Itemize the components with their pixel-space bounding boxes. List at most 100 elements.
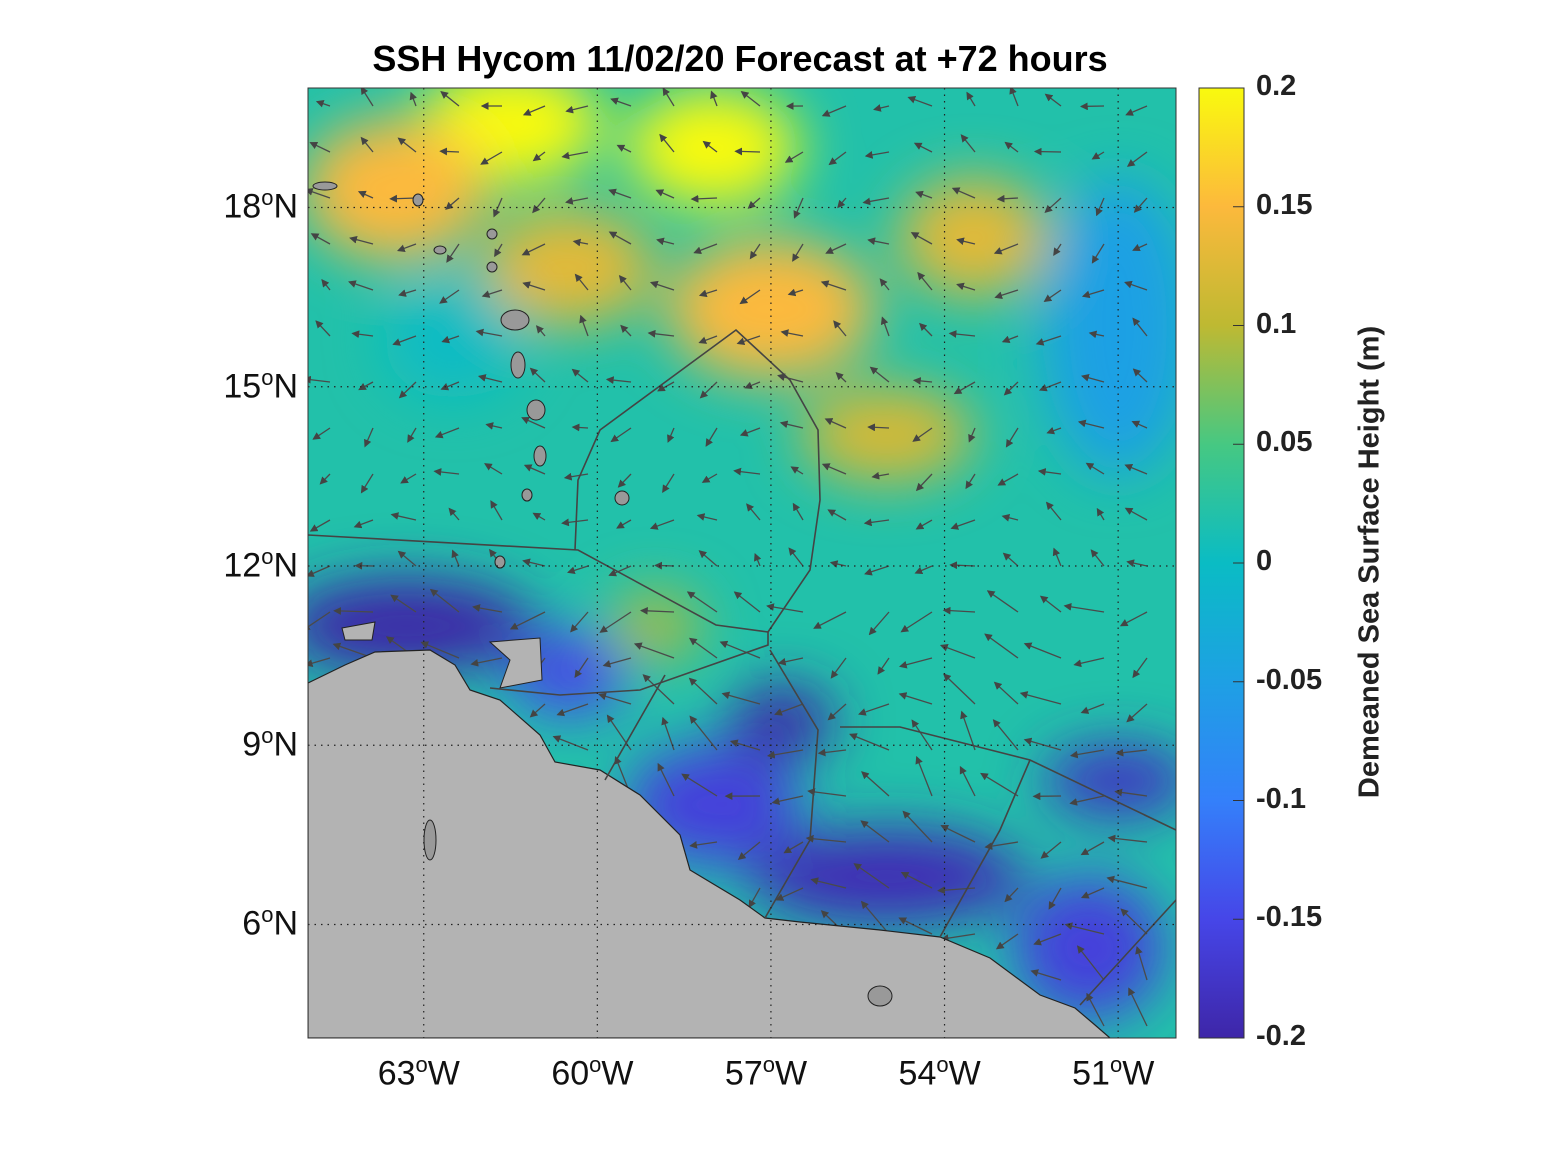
current-arrow (1053, 243, 1062, 256)
current-arrow (532, 151, 546, 162)
current-arrow (766, 603, 804, 613)
current-arrow (939, 644, 976, 659)
current-arrow (1069, 795, 1105, 806)
current-arrow (579, 314, 589, 337)
current-arrow (315, 320, 331, 337)
current-arrow (570, 611, 589, 633)
current-arrow (828, 151, 847, 166)
current-arrow (956, 237, 976, 246)
current-arrow (980, 772, 1019, 797)
current-arrow (698, 550, 718, 567)
current-arrow (902, 810, 933, 843)
current-arrow (1033, 933, 1062, 946)
y-tick-label: 18oN (223, 185, 298, 226)
current-arrow (792, 243, 804, 262)
current-arrow (657, 762, 675, 797)
current-arrow (995, 933, 1019, 950)
colorbar-tick-label: -0.15 (1256, 901, 1323, 934)
current-arrow (953, 381, 976, 395)
current-arrow (529, 367, 546, 383)
current-arrow (943, 673, 976, 705)
current-arrow (744, 381, 761, 390)
current-arrow (1043, 289, 1062, 303)
current-arrow (739, 427, 761, 437)
current-arrow (390, 594, 417, 613)
current-arrow (620, 324, 632, 337)
current-arrow (1124, 280, 1148, 291)
current-arrow (900, 872, 933, 889)
current-arrow (869, 366, 890, 383)
current-arrow (599, 611, 632, 633)
current-arrow (871, 471, 890, 480)
current-arrow (900, 611, 933, 633)
current-arrow (1077, 419, 1105, 429)
current-arrow (696, 513, 718, 521)
current-arrow (793, 197, 804, 219)
current-arrow (863, 518, 890, 527)
current-arrow (309, 519, 331, 532)
venezuela-coast-island (341, 621, 376, 641)
colorbar-tick-label: 0.1 (1256, 307, 1297, 340)
current-arrow (860, 820, 890, 843)
y-tick-label: 15oN (223, 364, 298, 406)
current-arrow (689, 715, 718, 751)
current-arrow (521, 243, 546, 256)
current-arrow (1023, 642, 1062, 659)
current-arrow (659, 133, 675, 153)
colorbar-tick-label: 0 (1256, 545, 1273, 577)
current-arrow (787, 288, 804, 297)
current-arrow (1126, 151, 1148, 167)
current-arrow (784, 151, 804, 163)
current-arrow (360, 88, 374, 107)
current-arrow (879, 278, 890, 291)
current-arrow (1085, 462, 1105, 475)
current-arrow (1046, 426, 1062, 435)
current-arrow (868, 611, 890, 636)
current-arrow (777, 657, 804, 666)
current-arrow (521, 416, 546, 429)
current-arrow (733, 591, 761, 613)
colorbar-tick-label: -0.1 (1256, 782, 1306, 815)
current-arrow (690, 194, 718, 203)
current-arrow (397, 550, 417, 567)
current-arrow (835, 372, 847, 383)
current-arrow (1126, 559, 1148, 567)
current-arrow (565, 105, 589, 114)
x-tick-label: 57oW (724, 1052, 808, 1093)
current-arrow (937, 886, 976, 895)
current-arrow (965, 473, 976, 490)
current-arrow (605, 376, 632, 385)
current-arrow (919, 322, 933, 337)
current-arrow (1039, 595, 1062, 613)
current-arrow (1132, 243, 1148, 252)
current-arrow (1088, 330, 1105, 339)
current-arrow (561, 518, 589, 527)
current-arrow (693, 243, 718, 254)
current-arrow (829, 560, 847, 568)
current-arrow (441, 335, 460, 344)
current-arrow (1114, 788, 1148, 797)
current-arrow (1132, 657, 1148, 679)
current-arrow (608, 231, 632, 245)
current-arrow (434, 427, 460, 439)
current-arrow (1120, 908, 1148, 935)
ssh-anomaly (1042, 745, 1176, 817)
current-arrow (662, 473, 675, 493)
current-arrow (915, 190, 933, 199)
current-arrow (824, 418, 847, 429)
current-arrow (779, 420, 804, 429)
current-arrow (509, 611, 546, 630)
trinidad-island (488, 637, 543, 689)
current-arrow (308, 188, 331, 199)
current-arrow (701, 473, 718, 483)
colorbar-tick-label: -0.05 (1256, 663, 1323, 696)
current-arrow (907, 96, 933, 107)
current-arrow (397, 243, 417, 252)
current-arrow (790, 466, 804, 475)
current-arrow (997, 473, 1019, 486)
current-arrow (1004, 887, 1019, 903)
current-arrow (348, 280, 374, 291)
current-arrow (699, 381, 718, 399)
current-arrow (647, 329, 675, 338)
